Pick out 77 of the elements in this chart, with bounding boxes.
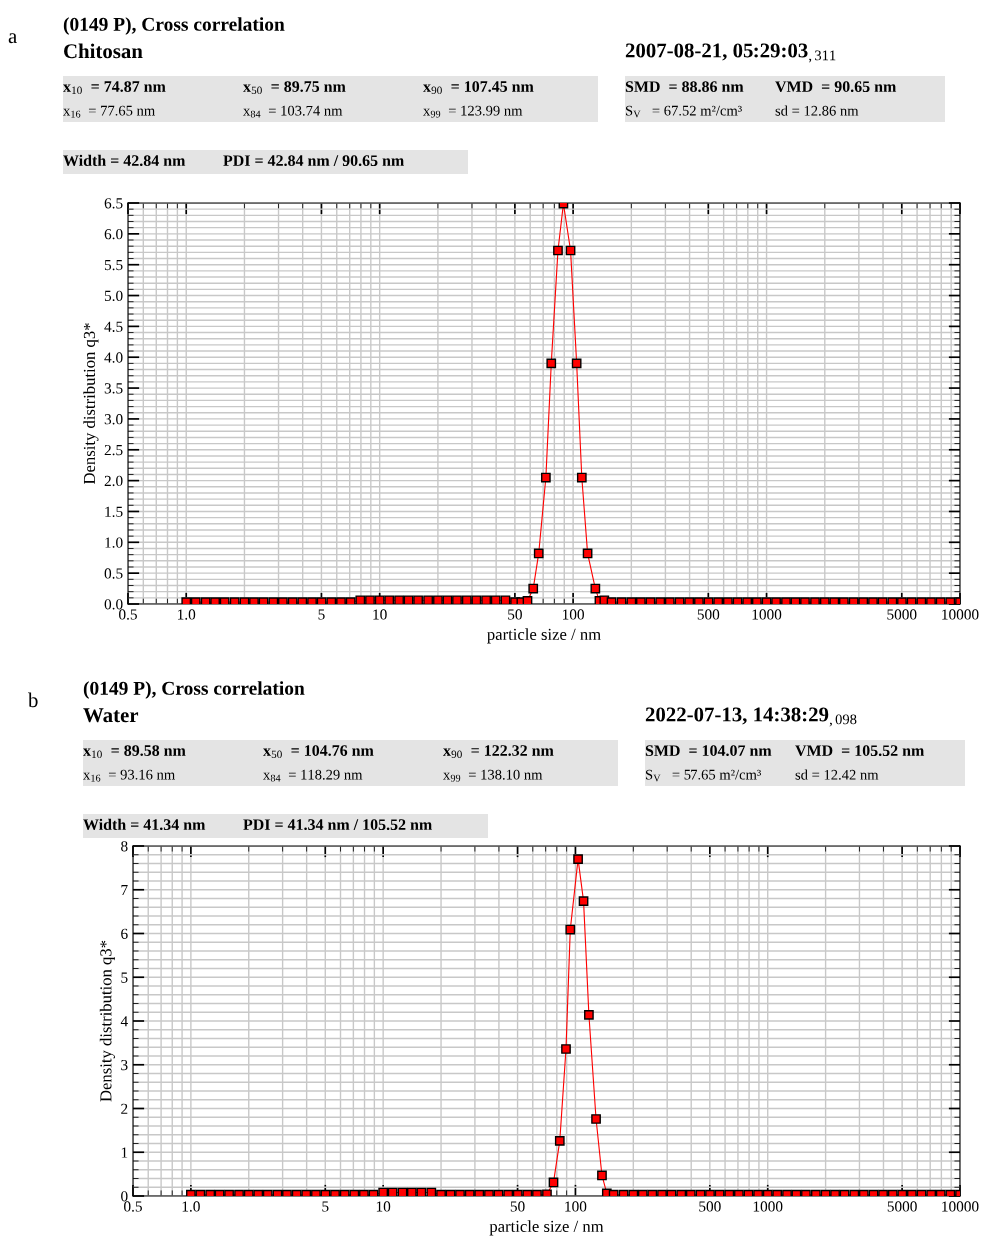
text: 2022-07-13, 14:38:29$_{,098}$ [645,707,857,727]
text: x$_{50}$ = 104.76 nm [263,745,374,759]
y-tick-label: 1.5 [105,506,123,517]
x-tick-label: 100 [563,609,584,620]
y-tick-label: 3 [121,1059,128,1071]
y-tick-label: 4.0 [104,352,123,363]
x-axis-title: particle size / nm [487,628,601,644]
y-tick-label: 0.0 [104,599,123,610]
y-tick-label: 1 [121,1147,128,1158]
text: x$_{10}$ = 74.87 nm [63,81,166,95]
text: Width = 42.84 nm [63,154,186,167]
y-axis-title: Density distribution q3* [83,323,99,485]
text: sd = 12.86 nm [775,105,859,116]
y-tick-label: 5.5 [104,259,123,271]
y-tick-label: 6.0 [104,228,123,240]
text: 2007-08-21, 05:29:03$_{,311}$ [625,43,836,63]
text: x$_{16}$ = 77.65 nm [63,105,155,118]
x-axis-title: particle size / nm [489,1220,604,1236]
y-tick-label: 3.0 [104,414,123,425]
text: VMD = 90.65 nm [775,81,897,93]
text: x$_{99}$ = 138.10 nm [443,769,543,782]
y-tick-label: 3.5 [104,383,123,394]
text: x$_{16}$ = 93.16 nm [83,769,175,782]
y-tick-label: 2.0 [104,475,123,487]
x-tick-label: 500 [699,1201,721,1212]
text: x$_{10}$ = 89.58 nm [83,745,186,759]
y-tick-label: 5.0 [104,290,123,302]
y-tick-label: 0 [121,1191,128,1202]
x-tick-label: 100 [565,1201,587,1212]
text: S$_{V}$ = 67.52 m²/cm³ [625,105,742,118]
y-tick-label: 6.5 [104,198,123,209]
y-tick-label: 2 [121,1103,128,1114]
x-tick-label: 10000 [942,609,979,620]
x-tick-label: 5000 [887,1201,917,1212]
y-tick-label: 2.5 [104,444,123,456]
y-tick-label: 0.5 [104,568,123,579]
chart-title: (0149 P), Cross correlation [63,17,285,35]
text: Width = 41.34 nm [83,818,206,831]
x-tick-label: 50 [510,1201,525,1212]
text: a [8,33,17,44]
y-tick-label: 1.0 [105,537,123,548]
y-tick-label: 4 [120,1016,128,1027]
text: VMD = 105.52 nm [795,745,925,757]
x-tick-label: 50 [508,609,522,620]
text: x$_{90}$ = 107.45 nm [423,81,534,95]
text: PDI = 41.34 nm / 105.52 nm [243,819,432,831]
y-tick-label: 8 [121,841,128,852]
x-tick-label: 1000 [753,1201,783,1212]
text: x$_{84}$ = 103.74 nm [243,105,343,118]
text: sd = 12.42 nm [795,769,879,780]
x-tick-label: 1000 [752,609,782,620]
x-tick-label: 5 [318,609,325,620]
text: x$_{90}$ = 122.32 nm [443,745,554,759]
x-tick-label: 10000 [942,1201,979,1212]
y-tick-label: 4.5 [104,321,123,332]
text: b [28,692,38,708]
x-tick-label: 5000 [887,609,917,620]
x-tick-label: 10 [376,1201,391,1212]
y-tick-label: 5 [121,972,128,983]
y-axis-title: Density distribution q3* [99,940,115,1102]
chart-subtitle: Chitosan [64,43,143,59]
y-tick-label: 7 [121,885,128,896]
text: SMD = 104.07 nm [645,745,772,757]
text: x$_{99}$ = 123.99 nm [423,105,523,118]
text: PDI = 42.84 nm / 90.65 nm [223,155,404,167]
text: x$_{50}$ = 89.75 nm [243,81,346,95]
chart-title: (0149 P), Cross correlation [83,681,305,699]
y-tick-label: 6 [121,928,128,939]
text: x$_{84}$ = 118.29 nm [263,769,363,782]
chart-subtitle: Water [83,708,139,723]
text: S$_{V}$ = 57.65 m²/cm³ [645,769,761,782]
text: SMD = 88.86 nm [625,81,744,93]
x-tick-label: 5 [322,1201,329,1212]
x-tick-label: 500 [697,609,720,620]
x-tick-label: 10 [373,609,387,620]
x-tick-label: 1.0 [178,609,196,620]
x-tick-label: 1.0 [182,1201,200,1212]
